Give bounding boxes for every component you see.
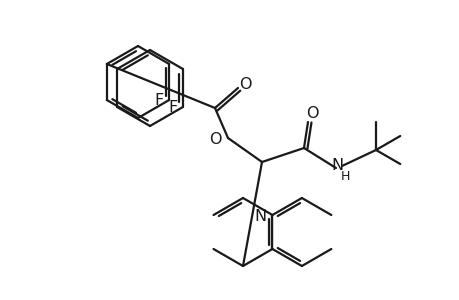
Text: F: F <box>154 92 163 107</box>
Text: N: N <box>330 158 342 173</box>
Text: F: F <box>168 100 177 115</box>
Text: H: H <box>340 169 349 182</box>
Text: O: O <box>305 106 318 122</box>
Text: O: O <box>208 133 221 148</box>
Text: N: N <box>254 209 266 224</box>
Text: O: O <box>238 76 251 92</box>
